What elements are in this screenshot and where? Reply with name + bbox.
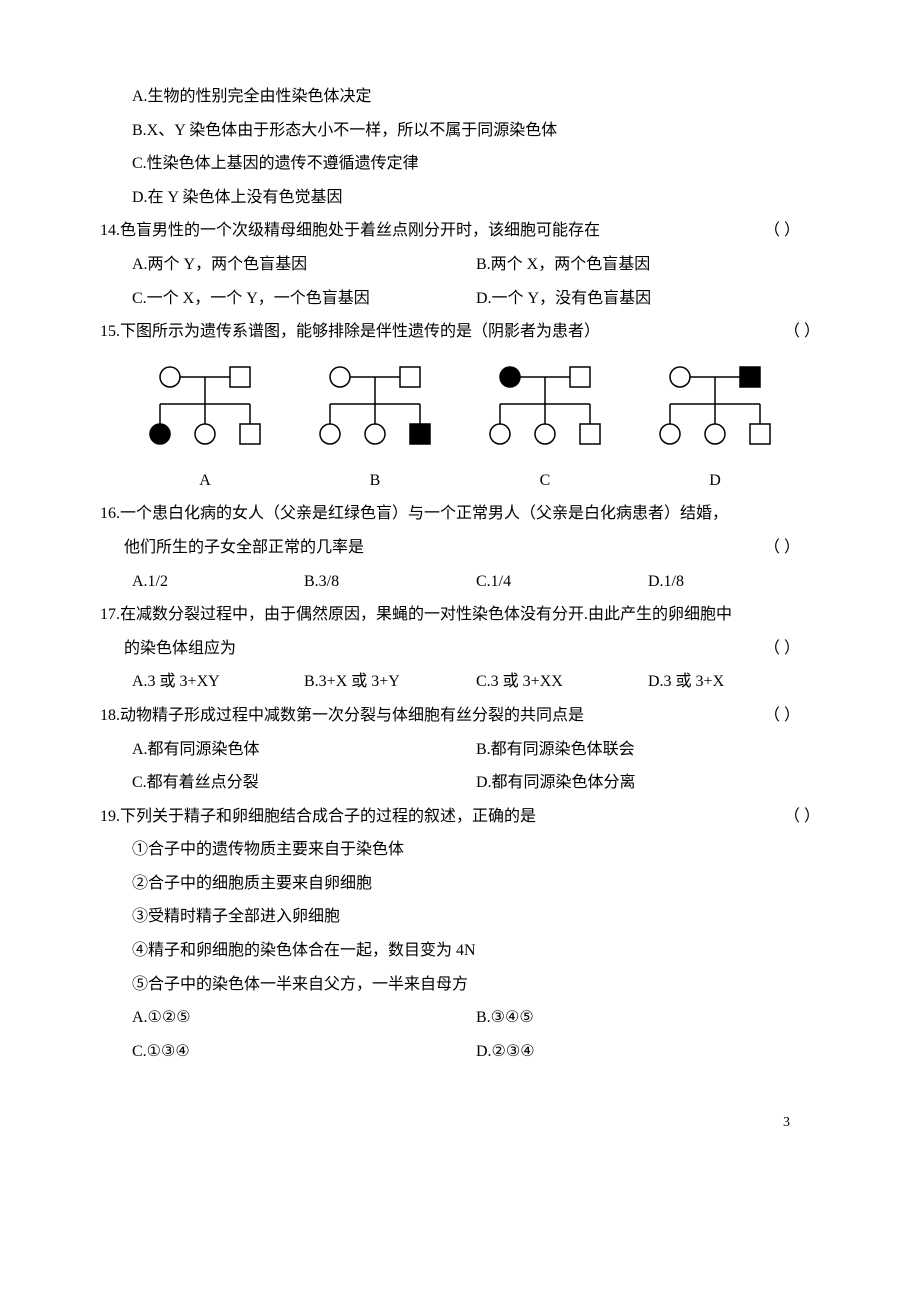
q19-paren: （ ） xyxy=(784,800,820,834)
pedigree-labels: A B C D xyxy=(100,464,820,498)
q17-paren: （ ） xyxy=(764,632,800,666)
q15-stem: 15.下图所示为遗传系谱图，能够排除是伴性遗传的是（阴影者为患者） （ ） xyxy=(100,315,820,349)
q14-stem: 14.色盲男性的一个次级精母细胞处于着丝点刚分开时，该细胞可能存在 （ ） xyxy=(100,214,820,248)
q19-s3: ③受精时精子全部进入卵细胞 xyxy=(100,900,820,934)
q13-option-c: C.性染色体上基因的遗传不遵循遗传定律 xyxy=(100,147,820,181)
q19-option-b: B.③④⑤ xyxy=(476,1001,820,1035)
q16-stem2-text: 他们所生的子女全部正常的几率是 xyxy=(124,539,364,556)
q18-options-row2: C.都有着丝点分裂 D.都有同源染色体分离 xyxy=(100,766,820,800)
q19-options-row2: C.①③④ D.②③④ xyxy=(100,1035,820,1069)
pedigree-label-d: D xyxy=(635,464,795,498)
q17-options: A.3 或 3+XY B.3+X 或 3+Y C.3 或 3+XX D.3 或 … xyxy=(100,665,820,699)
q13-option-a: A.生物的性别完全由性染色体决定 xyxy=(100,80,820,114)
pedigree-label-c: C xyxy=(465,464,625,498)
q16-option-b: B.3/8 xyxy=(304,565,476,599)
q15-stem-text: 15.下图所示为遗传系谱图，能够排除是伴性遗传的是（阴影者为患者） xyxy=(100,323,600,340)
q15-paren: （ ） xyxy=(784,315,820,349)
q16-options: A.1/2 B.3/8 C.1/4 D.1/8 xyxy=(100,565,820,599)
q18-option-b: B.都有同源染色体联会 xyxy=(476,733,820,767)
q18-stem: 18.动物精子形成过程中减数第一次分裂与体细胞有丝分裂的共同点是 （ ） xyxy=(100,699,820,733)
q18-stem-text: 18.动物精子形成过程中减数第一次分裂与体细胞有丝分裂的共同点是 xyxy=(100,707,584,724)
q18-option-d: D.都有同源染色体分离 xyxy=(476,766,820,800)
q14-option-b: B.两个 X，两个色盲基因 xyxy=(476,248,820,282)
pedigree-a xyxy=(125,359,285,459)
q19-option-d: D.②③④ xyxy=(476,1035,820,1069)
q17-option-b: B.3+X 或 3+Y xyxy=(304,665,476,699)
q14-options-row1: A.两个 Y，两个色盲基因 B.两个 X，两个色盲基因 xyxy=(100,248,820,282)
q19-option-a: A.①②⑤ xyxy=(132,1001,476,1035)
q16-option-c: C.1/4 xyxy=(476,565,648,599)
q13-option-b: B.X、Y 染色体由于形态大小不一样，所以不属于同源染色体 xyxy=(100,114,820,148)
q19-s2: ②合子中的细胞质主要来自卵细胞 xyxy=(100,867,820,901)
q17-stem2-text: 的染色体组应为 xyxy=(124,640,236,657)
q14-option-c: C.一个 X，一个 Y，一个色盲基因 xyxy=(132,282,476,316)
q17-stem2: 的染色体组应为 （ ） xyxy=(100,632,820,666)
q13-option-d: D.在 Y 染色体上没有色觉基因 xyxy=(100,181,820,215)
q18-options-row1: A.都有同源染色体 B.都有同源染色体联会 xyxy=(100,733,820,767)
pedigree-label-b: B xyxy=(295,464,455,498)
q19-options-row1: A.①②⑤ B.③④⑤ xyxy=(100,1001,820,1035)
q16-option-a: A.1/2 xyxy=(132,565,304,599)
pedigree-label-a: A xyxy=(125,464,285,498)
q14-option-a: A.两个 Y，两个色盲基因 xyxy=(132,248,476,282)
q19-stem-text: 19.下列关于精子和卵细胞结合成合子的过程的叙述，正确的是 xyxy=(100,808,536,825)
pedigree-b xyxy=(295,359,455,459)
q14-paren: （ ） xyxy=(764,214,800,248)
q19-stem: 19.下列关于精子和卵细胞结合成合子的过程的叙述，正确的是 （ ） xyxy=(100,800,820,834)
q16-stem: 16.一个患白化病的女人（父亲是红绿色盲）与一个正常男人（父亲是白化病患者）结婚… xyxy=(100,497,820,531)
q19-s1: ①合子中的遗传物质主要来自于染色体 xyxy=(100,833,820,867)
pedigree-d xyxy=(635,359,795,459)
q16-paren: （ ） xyxy=(764,531,800,565)
q14-stem-text: 14.色盲男性的一个次级精母细胞处于着丝点刚分开时，该细胞可能存在 xyxy=(100,222,600,239)
q14-option-d: D.一个 Y，没有色盲基因 xyxy=(476,282,820,316)
q14-options-row2: C.一个 X，一个 Y，一个色盲基因 D.一个 Y，没有色盲基因 xyxy=(100,282,820,316)
q18-paren: （ ） xyxy=(764,699,800,733)
q17-option-a: A.3 或 3+XY xyxy=(132,665,304,699)
q18-option-c: C.都有着丝点分裂 xyxy=(132,766,476,800)
q16-stem2: 他们所生的子女全部正常的几率是 （ ） xyxy=(100,531,820,565)
q17-stem: 17.在减数分裂过程中，由于偶然原因，果蝇的一对性染色体没有分开.由此产生的卵细… xyxy=(100,598,820,632)
q18-option-a: A.都有同源染色体 xyxy=(132,733,476,767)
q19-s5: ⑤合子中的染色体一半来自父方，一半来自母方 xyxy=(100,968,820,1002)
q19-option-c: C.①③④ xyxy=(132,1035,476,1069)
q19-s4: ④精子和卵细胞的染色体合在一起，数目变为 4N xyxy=(100,934,820,968)
page-number: 3 xyxy=(100,1108,820,1137)
pedigree-row xyxy=(100,359,820,459)
q16-option-d: D.1/8 xyxy=(648,565,820,599)
q17-option-c: C.3 或 3+XX xyxy=(476,665,648,699)
q17-option-d: D.3 或 3+X xyxy=(648,665,820,699)
pedigree-c xyxy=(465,359,625,459)
